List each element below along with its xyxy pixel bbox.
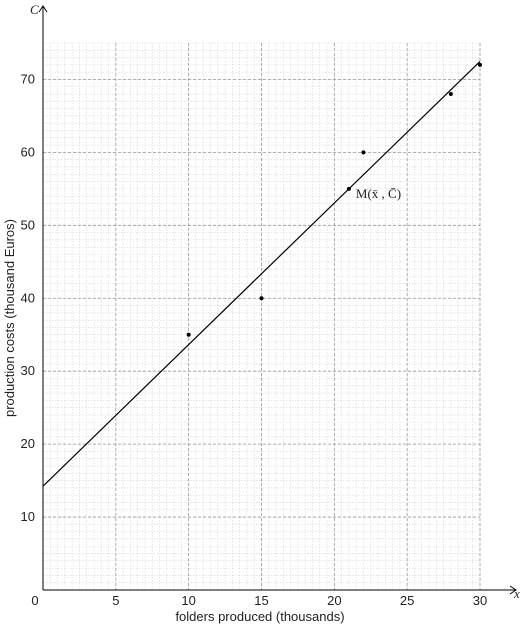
x-tick-label: 5 <box>112 593 119 608</box>
y-axis-label: production costs (thousand Euros) <box>2 219 17 417</box>
y-tick-label: 10 <box>21 509 35 524</box>
x-tick-label: 25 <box>400 593 414 608</box>
y-tick-label: 60 <box>21 144 35 159</box>
y-axis-arrow <box>38 5 48 13</box>
data-point <box>346 186 351 191</box>
y-axis-name: C <box>30 2 39 17</box>
y-tick-label: 20 <box>21 436 35 451</box>
regression-line <box>42 61 481 487</box>
x-tick-label: 0 <box>31 593 38 608</box>
x-tick-label: 15 <box>254 593 268 608</box>
x-tick-label: 30 <box>473 593 487 608</box>
x-axis-label: folders produced (thousands) <box>175 609 344 624</box>
data-point <box>186 332 191 337</box>
data-point <box>259 296 264 301</box>
x-tick-label: 10 <box>181 593 195 608</box>
y-tick-label: 70 <box>21 71 35 86</box>
annotation: M(x̄ , C̄) <box>356 186 401 201</box>
y-tick-label: 50 <box>21 217 35 232</box>
data-point <box>448 92 453 97</box>
x-tick-label: 20 <box>327 593 341 608</box>
data-point <box>478 62 482 67</box>
y-tick-label: 40 <box>21 290 35 305</box>
y-tick-label: 30 <box>21 363 35 378</box>
x-axis-name: x <box>513 586 520 601</box>
x-axis-arrow <box>509 585 517 595</box>
data-point <box>361 150 366 155</box>
